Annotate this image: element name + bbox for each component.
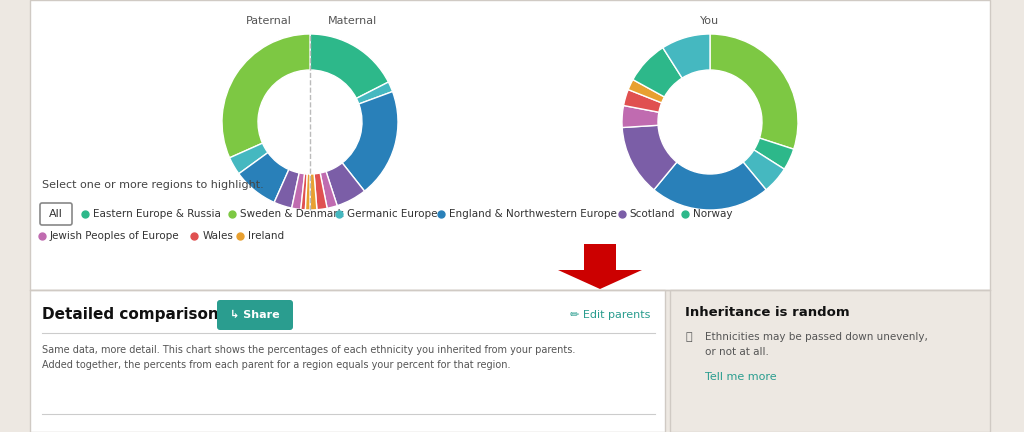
Wedge shape [314,173,327,210]
Text: Germanic Europe: Germanic Europe [347,209,438,219]
Wedge shape [710,34,798,149]
Text: Sweden & Denmark: Sweden & Denmark [240,209,343,219]
FancyBboxPatch shape [217,300,293,330]
Text: England & Northwestern Europe: England & Northwestern Europe [450,209,617,219]
Text: or not at all.: or not at all. [705,347,769,357]
Wedge shape [274,169,299,208]
Wedge shape [628,79,665,103]
Wedge shape [356,82,392,104]
Text: ✏ Edit parents: ✏ Edit parents [569,310,650,320]
Text: Added together, the percents from each parent for a region equals your percent f: Added together, the percents from each p… [42,360,511,370]
Text: Same data, more detail. This chart shows the percentages of each ethnicity you i: Same data, more detail. This chart shows… [42,345,575,355]
Wedge shape [624,89,662,112]
Wedge shape [321,172,337,208]
Wedge shape [305,174,310,210]
FancyBboxPatch shape [30,0,990,290]
Text: Ethnicities may be passed down unevenly,: Ethnicities may be passed down unevenly, [705,332,928,342]
Text: Ireland: Ireland [249,231,285,241]
Wedge shape [743,150,784,190]
Wedge shape [754,138,794,169]
FancyBboxPatch shape [30,290,665,432]
Text: 🔒: 🔒 [685,332,691,342]
Text: Maternal: Maternal [328,16,377,26]
FancyBboxPatch shape [40,203,72,225]
Wedge shape [633,48,682,97]
Polygon shape [558,270,642,289]
Text: You: You [700,16,720,26]
Text: Norway: Norway [692,209,732,219]
Text: Inheritance is random: Inheritance is random [685,305,850,318]
Text: Scotland: Scotland [630,209,675,219]
Wedge shape [654,162,766,210]
Text: Tell me more: Tell me more [705,372,776,382]
Text: Select one or more regions to highlight.: Select one or more regions to highlight. [42,180,264,190]
Text: Eastern Europe & Russia: Eastern Europe & Russia [93,209,221,219]
Text: Jewish Peoples of Europe: Jewish Peoples of Europe [50,231,179,241]
Polygon shape [584,244,616,270]
Text: ↳ Share: ↳ Share [230,310,280,320]
Wedge shape [623,125,677,190]
Wedge shape [222,34,310,158]
Text: Wales: Wales [203,231,233,241]
Wedge shape [310,34,388,98]
Text: Detailed comparison: Detailed comparison [42,308,219,323]
Wedge shape [301,174,307,210]
Wedge shape [292,173,304,210]
Wedge shape [326,163,365,206]
Wedge shape [342,92,398,191]
Text: All: All [49,209,62,219]
Wedge shape [229,143,268,174]
FancyBboxPatch shape [670,290,990,432]
Wedge shape [663,34,710,78]
Wedge shape [310,174,316,210]
Wedge shape [622,105,658,127]
Text: Paternal: Paternal [246,16,292,26]
Wedge shape [239,152,289,203]
